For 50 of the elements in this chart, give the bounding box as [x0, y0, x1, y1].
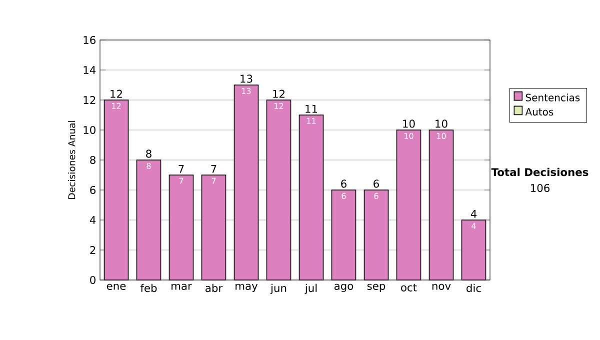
y-tick-label: 14 [84, 66, 96, 74]
text: 106 [530, 184, 550, 192]
y-tick-label: 0 [90, 276, 96, 284]
y-tick-label: 8 [90, 156, 96, 164]
data-label: 7 [179, 178, 184, 184]
total-label: 12 [110, 90, 122, 98]
total-label: 8 [146, 150, 152, 158]
x-tick-label: jun [270, 284, 286, 294]
total-label: 13 [240, 74, 252, 83]
x-tick-label: jul [304, 284, 317, 294]
x-tick-label: sep [367, 284, 386, 292]
total-label: 10 [403, 120, 415, 128]
data-label: 12 [274, 102, 284, 109]
x-tick-label: ene [106, 284, 126, 290]
text: Total Decisiones [491, 168, 588, 176]
data-label: 4 [472, 222, 476, 229]
data-label: 6 [374, 192, 378, 199]
total-label: 4 [470, 210, 477, 218]
y-tick-label: 16 [84, 36, 96, 44]
data-label: 10 [437, 132, 446, 139]
data-label: 11 [307, 118, 316, 124]
data-label: 10 [404, 132, 414, 139]
y-tick-label: 12 [84, 96, 96, 104]
x-tick-label: mar [172, 284, 192, 290]
data-label: 7 [212, 178, 216, 184]
y-tick-label: 4 [90, 216, 96, 224]
x-tick-label: nov [432, 284, 451, 290]
total-label: 10 [436, 120, 448, 128]
data-label: 13 [242, 88, 251, 94]
y-axis-title: Decisiones Anual [68, 120, 76, 199]
total-label: 11 [306, 104, 318, 113]
x-tick-label: may [236, 284, 258, 292]
x-tick-label: oct [401, 284, 417, 292]
y-tick-label: 2 [90, 246, 96, 254]
total-label: 6 [341, 180, 346, 188]
x-tick-label: ago [334, 284, 354, 292]
total-label: 7 [178, 164, 184, 173]
total-label: 6 [374, 180, 379, 188]
data-label: 12 [112, 102, 121, 109]
legend-label: Autos [525, 108, 554, 116]
total-label: 12 [273, 90, 284, 98]
data-label: 8 [146, 162, 151, 169]
x-tick-label: feb [140, 284, 157, 292]
legend-label: Sentencias [526, 94, 580, 102]
data-label: 6 [342, 192, 346, 199]
x-tick-label: abr [206, 284, 223, 292]
total-label: 7 [211, 164, 216, 173]
x-tick-label: dic [466, 284, 481, 292]
y-tick-label: 10 [84, 126, 96, 134]
y-tick-label: 6 [90, 186, 96, 194]
